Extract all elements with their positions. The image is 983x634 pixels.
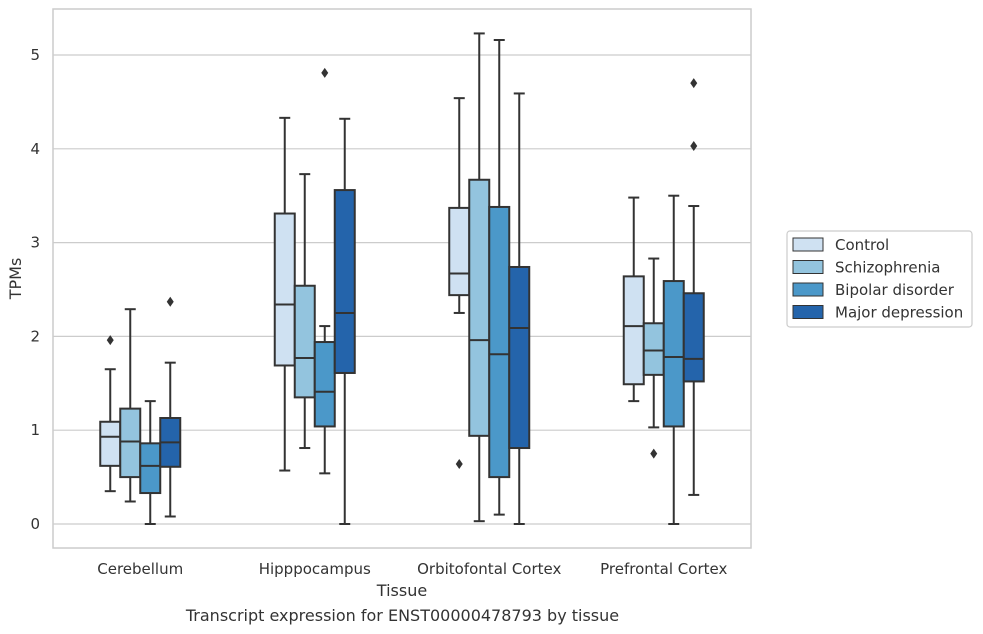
chart-caption: Transcript expression for ENST0000047879… — [185, 606, 620, 625]
box-iqr — [313, 341, 336, 428]
legend-swatch — [792, 260, 824, 274]
legend-label: Control — [835, 236, 889, 254]
outlier-point — [321, 67, 329, 78]
plot-frame — [52, 8, 752, 549]
y-tick-label: 5 — [30, 46, 40, 64]
box-iqr — [99, 420, 122, 467]
x-tick-label: Orbitofontal Cortex — [417, 560, 561, 578]
y-tick-label: 2 — [30, 327, 40, 345]
box-iqr — [273, 212, 296, 367]
legend-swatch — [792, 282, 824, 297]
y-tick-label: 3 — [30, 234, 40, 252]
outlier-point — [650, 448, 658, 459]
legend-label: Schizophrenia — [835, 259, 940, 277]
x-tick-label: Hipppocampus — [259, 560, 371, 578]
box-control — [448, 97, 471, 469]
box-iqr — [662, 280, 685, 428]
y-tick-labels: 0 1 2 3 4 5 — [30, 46, 40, 533]
box-bipolar-disorder — [488, 38, 511, 516]
y-tick-label: 1 — [30, 421, 40, 439]
outlier-point — [166, 296, 174, 307]
box-iqr — [333, 189, 356, 374]
box-schizophrenia — [119, 308, 142, 503]
y-tick-label: 0 — [30, 515, 40, 533]
box-bipolar-disorder — [662, 194, 685, 525]
legend-frame — [786, 230, 973, 328]
outlier-point — [690, 140, 698, 151]
box-iqr — [622, 275, 645, 386]
legend-label: Bipolar disorder — [835, 281, 955, 299]
outlier-point — [106, 335, 114, 346]
legend: Control Schizophrenia Bipolar disorder Majo… — [786, 230, 973, 328]
box-major-depression — [682, 78, 705, 496]
box-control — [99, 335, 122, 493]
legend-swatch — [792, 237, 824, 252]
x-tick-labels: Cerebellum Hipppocampus Orbitofontal Corte… — [97, 560, 727, 578]
box-control — [622, 196, 645, 403]
box-iqr — [139, 442, 162, 495]
box-schizophrenia — [468, 32, 491, 523]
box-iqr — [642, 322, 665, 376]
y-tick-label: 4 — [30, 140, 40, 158]
box-iqr — [293, 284, 316, 399]
outlier-point — [455, 458, 463, 469]
box-iqr — [682, 292, 705, 383]
box-iqr — [119, 407, 142, 479]
legend-swatch — [792, 305, 824, 319]
x-axis-label: Tissue — [376, 581, 427, 600]
outlier-point — [690, 78, 698, 89]
box-iqr — [468, 178, 491, 437]
boxes — [99, 32, 705, 525]
box-major-depression — [508, 92, 531, 525]
y-axis-label: TPMs — [6, 258, 25, 301]
box-iqr — [508, 265, 531, 450]
legend-label: Major depression — [835, 304, 963, 322]
x-tick-label: Prefrontal Cortex — [600, 560, 727, 578]
box-major-depression — [159, 296, 182, 518]
box-iqr — [448, 206, 471, 297]
box-control — [273, 116, 296, 472]
x-tick-label: Cerebellum — [97, 560, 183, 578]
box-schizophrenia — [642, 257, 665, 459]
box-bipolar-disorder — [313, 67, 336, 475]
box-major-depression — [333, 117, 356, 525]
box-bipolar-disorder — [139, 400, 162, 525]
box-iqr — [488, 205, 511, 479]
box-schizophrenia — [293, 173, 316, 450]
